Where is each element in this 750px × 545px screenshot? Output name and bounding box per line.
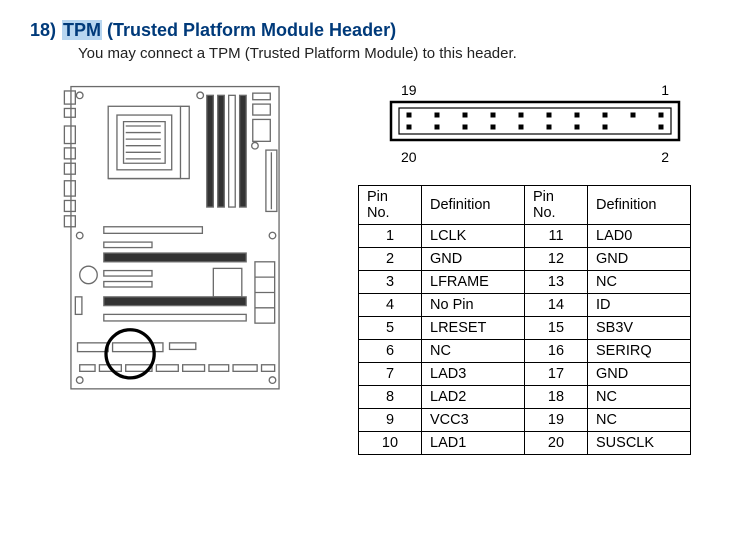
pin-no-cell: 19: [525, 409, 588, 432]
pin-no-cell: 17: [525, 363, 588, 386]
pin-table-row: 1LCLK11LAD0: [359, 225, 691, 248]
pin-table-row: 7LAD317GND: [359, 363, 691, 386]
pin-def-cell: NC: [588, 386, 691, 409]
pin-def-cell: SERIRQ: [588, 340, 691, 363]
pin-def-cell: GND: [588, 248, 691, 271]
connector-pin-dot: [659, 125, 664, 130]
connector-pin-dot: [491, 125, 496, 130]
col-pinno-1: Pin No.: [359, 186, 422, 225]
pin-no-cell: 7: [359, 363, 422, 386]
pin-no-cell: 18: [525, 386, 588, 409]
pin-table-row: 8LAD218NC: [359, 386, 691, 409]
pin-def-cell: LRESET: [422, 317, 525, 340]
section-header: 18) TPM (Trusted Platform Module Header): [30, 20, 720, 41]
motherboard-svg: [60, 82, 290, 400]
connector-bottom-labels: 20 2: [385, 149, 685, 165]
pin-def-cell: VCC3: [422, 409, 525, 432]
pin-def-cell: LAD1: [422, 432, 525, 455]
connector-pin-dot: [603, 125, 608, 130]
pin-no-cell: 6: [359, 340, 422, 363]
pin-no-cell: 1: [359, 225, 422, 248]
connector-pin-dot: [491, 113, 496, 118]
connector-diagram: 19 1 20 2: [385, 82, 685, 165]
item-description: You may connect a TPM (Trusted Platform …: [78, 45, 720, 62]
col-def-2: Definition: [588, 186, 691, 225]
connector-pin-dot: [575, 113, 580, 118]
pin-table-row: 9VCC319NC: [359, 409, 691, 432]
pin-no-cell: 8: [359, 386, 422, 409]
pin-label-top-right: 1: [661, 82, 669, 98]
pin-def-cell: GND: [422, 248, 525, 271]
pin-no-cell: 3: [359, 271, 422, 294]
pin-label-bottom-left: 20: [401, 149, 417, 165]
pin-def-cell: NC: [588, 409, 691, 432]
pin-def-cell: NC: [588, 271, 691, 294]
pin-no-cell: 10: [359, 432, 422, 455]
pin-label-top-left: 19: [401, 82, 417, 98]
connector-pin-dot: [435, 113, 440, 118]
pin-no-cell: 20: [525, 432, 588, 455]
connector-pin-dot: [435, 125, 440, 130]
connector-pin-dot: [463, 125, 468, 130]
pin-table-row: 3LFRAME13NC: [359, 271, 691, 294]
pin-no-cell: 15: [525, 317, 588, 340]
connector-pin-dot: [603, 113, 608, 118]
connector-svg: [385, 98, 685, 144]
connector-pin-dot: [547, 125, 552, 130]
pin-def-cell: LAD2: [422, 386, 525, 409]
item-number: 18): [30, 20, 56, 41]
pin-table-row: 6NC16SERIRQ: [359, 340, 691, 363]
pin-table-row: 10LAD120SUSCLK: [359, 432, 691, 455]
pin-definition-table: Pin No. Definition Pin No. Definition 1L…: [358, 185, 691, 455]
item-title: TPM (Trusted Platform Module Header): [62, 20, 396, 41]
pin-def-cell: SUSCLK: [588, 432, 691, 455]
pin-no-cell: 13: [525, 271, 588, 294]
pin-table-row: 5LRESET15SB3V: [359, 317, 691, 340]
pin-label-bottom-right: 2: [661, 149, 669, 165]
connector-pin-dot: [659, 113, 664, 118]
tpm-location-circle: [106, 330, 154, 378]
connector-pin-dot: [519, 125, 524, 130]
pin-no-cell: 12: [525, 248, 588, 271]
col-def-1: Definition: [422, 186, 525, 225]
title-rest: (Trusted Platform Module Header): [107, 20, 396, 40]
motherboard-diagram: [60, 82, 290, 405]
pin-def-cell: No Pin: [422, 294, 525, 317]
pin-no-cell: 16: [525, 340, 588, 363]
pin-table-row: 4No Pin14ID: [359, 294, 691, 317]
pin-def-cell: LAD0: [588, 225, 691, 248]
connector-pin-dot: [407, 113, 412, 118]
pin-no-cell: 14: [525, 294, 588, 317]
pin-def-cell: ID: [588, 294, 691, 317]
right-column: 19 1 20 2 Pin No. Definition Pin No. Def…: [350, 82, 720, 455]
pin-table-header-row: Pin No. Definition Pin No. Definition: [359, 186, 691, 225]
connector-pin-dot: [547, 113, 552, 118]
pin-def-cell: LCLK: [422, 225, 525, 248]
connector-pin-dot: [463, 113, 468, 118]
pin-no-cell: 11: [525, 225, 588, 248]
connector-pin-dot: [575, 125, 580, 130]
content-row: 19 1 20 2 Pin No. Definition Pin No. Def…: [60, 82, 720, 455]
connector-pin-dot: [519, 113, 524, 118]
connector-pin-dot: [631, 113, 636, 118]
pin-def-cell: SB3V: [588, 317, 691, 340]
pin-def-cell: NC: [422, 340, 525, 363]
pin-no-cell: 5: [359, 317, 422, 340]
pin-def-cell: LAD3: [422, 363, 525, 386]
pin-def-cell: GND: [588, 363, 691, 386]
pin-no-cell: 2: [359, 248, 422, 271]
connector-top-labels: 19 1: [385, 82, 685, 98]
pin-def-cell: LFRAME: [422, 271, 525, 294]
pin-table-row: 2GND12GND: [359, 248, 691, 271]
pin-no-cell: 9: [359, 409, 422, 432]
highlighted-term: TPM: [62, 20, 102, 40]
connector-pin-dot: [407, 125, 412, 130]
col-pinno-2: Pin No.: [525, 186, 588, 225]
pin-no-cell: 4: [359, 294, 422, 317]
